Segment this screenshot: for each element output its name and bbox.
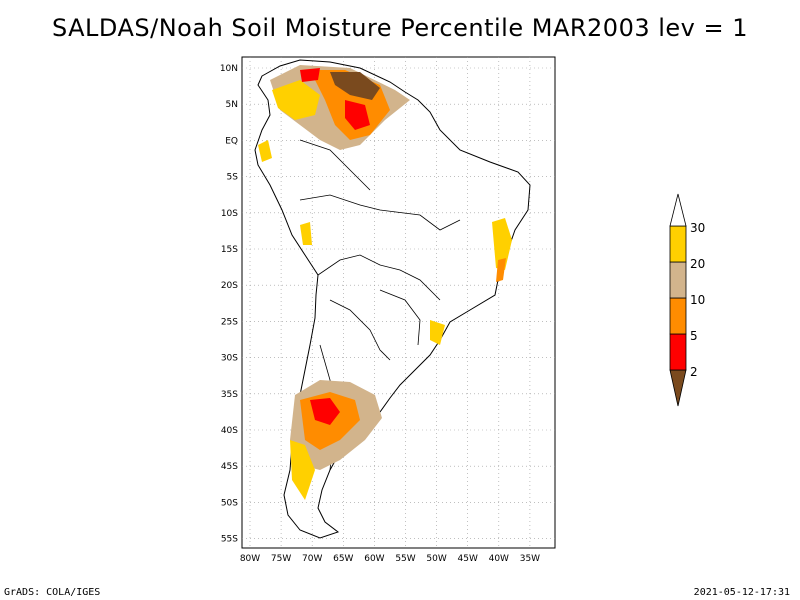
lat-label: 40S (221, 426, 238, 436)
lon-label: 60W (364, 554, 384, 564)
lat-label: 55S (221, 535, 238, 545)
shade-venezuela-red (300, 68, 320, 82)
lat-label: 15S (221, 245, 238, 255)
lat-label: 5S (227, 173, 239, 183)
shade-east-coast-orange (496, 258, 506, 282)
lat-label: 10N (220, 64, 238, 74)
lat-label: 30S (221, 354, 238, 364)
lon-label: 40W (489, 554, 509, 564)
legend-label-5: 5 (690, 329, 698, 343)
lon-label: 45W (458, 554, 478, 564)
legend-swatch-2to5 (669, 333, 687, 371)
shade-ecuador-yellow (258, 140, 272, 162)
lat-label: 5N (226, 100, 238, 110)
lat-label: 20S (221, 281, 238, 291)
lon-label: 50W (426, 554, 446, 564)
lon-label: 75W (271, 554, 291, 564)
shade-east-coast (492, 218, 512, 270)
shade-southern-brazil (430, 320, 445, 345)
color-legend: 2 5 10 20 30 (669, 193, 705, 407)
lat-label: 10S (221, 209, 238, 219)
lat-label: EQ (225, 136, 238, 146)
lon-label: 70W (302, 554, 322, 564)
legend-label-2: 2 (690, 365, 698, 379)
lon-label: 65W (333, 554, 353, 564)
latitude-labels: 10N 5N EQ 5S 10S 15S 20S 25S 30S 35S 40S 45S 50S 55S (220, 64, 238, 545)
legend-swatch-10to20 (669, 261, 687, 299)
shade-patagonia-yellow (290, 440, 315, 500)
map-title: SALDAS/Noah Soil Moisture Percentile MAR… (51, 14, 749, 42)
legend-swatch-below2 (669, 369, 687, 407)
legend-swatch-5to10 (669, 297, 687, 335)
shade-northern-red (345, 100, 370, 130)
footer-credit: GrADS: COLA/IGES (4, 587, 101, 598)
lat-label: 35S (221, 390, 238, 400)
lat-label: 45S (221, 462, 238, 472)
lat-label: 50S (221, 498, 238, 508)
legend-label-10: 10 (690, 293, 705, 307)
soil-moisture-shading (258, 65, 512, 500)
shade-andes-yellow (300, 222, 312, 245)
lon-label: 35W (520, 554, 540, 564)
footer-timestamp: 2021-05-12-17:31 (693, 587, 790, 598)
lat-label: 25S (221, 317, 238, 327)
lon-label: 55W (395, 554, 415, 564)
legend-swatch-20to30 (669, 225, 687, 263)
longitude-labels: 80W 75W 70W 65W 60W 55W 50W 45W 40W 35W (240, 554, 540, 564)
shade-northern-yellow (272, 80, 320, 120)
shade-argentina-red (310, 398, 340, 425)
legend-label-30: 30 (690, 221, 705, 235)
lon-label: 80W (240, 554, 260, 564)
legend-swatch-above30 (669, 193, 687, 227)
legend-label-20: 20 (690, 257, 705, 271)
shade-northern-brown (330, 72, 380, 100)
